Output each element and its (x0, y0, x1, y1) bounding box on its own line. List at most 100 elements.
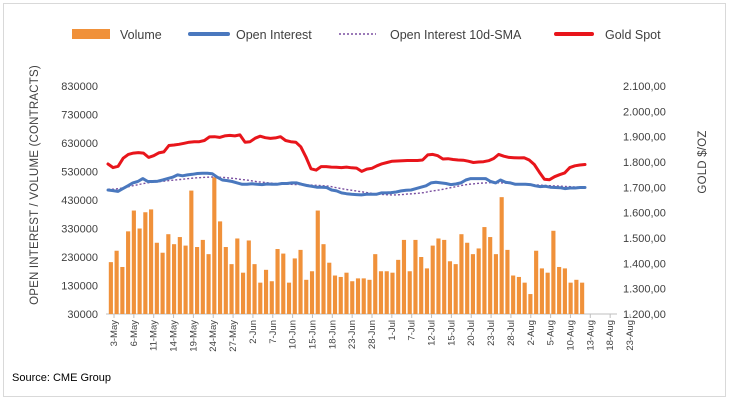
volume-bar (172, 244, 177, 314)
volume-bar (275, 249, 280, 314)
x-tick-label: 24-May (208, 320, 219, 352)
volume-bar (229, 264, 234, 315)
volume-bar (562, 268, 567, 314)
right-tick-label: 1.800,00 (623, 157, 666, 169)
x-tick-label: 1-Jul (387, 320, 398, 341)
volume-bar (488, 237, 493, 314)
volume-bar (332, 275, 338, 314)
volume-bar (557, 266, 562, 314)
right-tick-label: 1.500,00 (623, 233, 666, 245)
right-tick-label: 2.000,00 (623, 106, 666, 118)
x-tick-label: 2-Jun (248, 320, 259, 344)
x-tick-label: 27-May (228, 320, 239, 352)
x-tick-label: 2-Aug (526, 320, 537, 345)
volume-bar (246, 240, 251, 314)
volume-bar (396, 259, 401, 314)
volume-bar (327, 262, 332, 314)
x-tick-label: 7-Jun (268, 320, 279, 344)
legend-swatch-volume (72, 29, 110, 39)
volume-bar (574, 279, 579, 314)
volume-bar (189, 190, 194, 314)
volume-bar (407, 271, 412, 314)
volume-bar (212, 177, 217, 314)
left-axis-ticks: 30000 130000 230000 330000 430000 530000 63000… (61, 81, 98, 321)
legend-label-sma: Open Interest 10d-SMA (390, 28, 522, 42)
left-tick-label: 530000 (61, 167, 98, 179)
volume-bar (516, 276, 521, 314)
volume-bar (235, 238, 240, 314)
volume-bar (338, 276, 343, 314)
right-axis-title: GOLD $/OZ (697, 130, 709, 193)
volume-bar (286, 282, 292, 314)
open-interest-line (106, 171, 587, 197)
x-tick-label: 23-Aug (625, 320, 636, 351)
volume-bar (453, 264, 458, 315)
x-tick-label: 15-Jul (446, 320, 457, 346)
left-axis-title: OPEN INTEREST / VOLUME (CONTRACTS) (29, 65, 41, 305)
volume-bar (539, 268, 544, 314)
volume-bar (281, 253, 286, 314)
left-tick-label: 330000 (61, 224, 98, 236)
volume-bar (355, 278, 361, 315)
volume-bar (580, 282, 585, 314)
volume-bar (470, 254, 475, 314)
volume-bar (160, 252, 165, 314)
volume-bar (292, 258, 297, 314)
left-tick-label: 630000 (61, 138, 98, 150)
x-tick-label: 23-Jul (486, 320, 497, 346)
volume-bar (384, 271, 389, 314)
volume-bar (252, 264, 257, 315)
left-tick-label: 230000 (61, 252, 98, 264)
volume-bar (200, 239, 205, 314)
volume-bar (373, 254, 378, 314)
volume-bar (528, 294, 533, 314)
volume-bar (534, 250, 539, 314)
gold-spot-line (106, 133, 587, 182)
volume-bar (361, 278, 366, 315)
volume-bar (321, 244, 326, 314)
legend-label-volume: Volume (120, 28, 162, 42)
volume-bar (195, 247, 200, 314)
x-tick-label: 19-May (188, 320, 199, 352)
right-tick-label: 1.400,00 (623, 258, 666, 270)
x-tick-label: 10-Jun (288, 320, 299, 349)
volume-bar (166, 234, 171, 314)
volume-bar (240, 272, 246, 314)
volume-bar (568, 282, 573, 314)
volume-bar (419, 257, 424, 314)
volume-bar (126, 231, 131, 314)
x-tick-label: 28-Jun (367, 320, 378, 349)
volume-bar (183, 245, 188, 314)
right-tick-label: 1.600,00 (623, 208, 666, 220)
x-tick-label: 18-Jun (327, 320, 338, 349)
volume-bar (413, 239, 418, 314)
x-tick-label: 20-Jul (466, 320, 477, 346)
volume-bar (315, 210, 320, 314)
legend-label-gold: Gold Spot (605, 28, 661, 42)
x-tick-label: 28-Jul (506, 320, 517, 346)
volume-bar (131, 210, 136, 314)
volume-bar (505, 249, 510, 315)
volume-bar (482, 227, 487, 314)
volume-bar (223, 247, 228, 314)
volume-bar (114, 250, 119, 314)
volume-bar (511, 275, 516, 314)
x-tick-label: 18-Aug (605, 320, 616, 351)
left-tick-label: 830000 (61, 81, 98, 93)
volume-bar (350, 281, 355, 314)
volume-bar (108, 262, 113, 314)
left-tick-label: 430000 (61, 195, 98, 207)
volume-bar (143, 212, 148, 314)
x-tick-label: 6-May (129, 320, 140, 347)
x-tick-label: 11-May (149, 320, 160, 351)
x-tick-label: 10-Aug (565, 320, 576, 351)
series-lines (106, 133, 587, 197)
volume-bar (430, 245, 435, 314)
volume-bar (344, 272, 349, 314)
volume-bar (177, 237, 182, 314)
volume-bar (493, 254, 498, 314)
x-tick-label: 5-Aug (546, 320, 557, 345)
volume-bar (442, 239, 447, 314)
legend: Volume Open Interest Open Interest 10d-S… (72, 28, 661, 42)
